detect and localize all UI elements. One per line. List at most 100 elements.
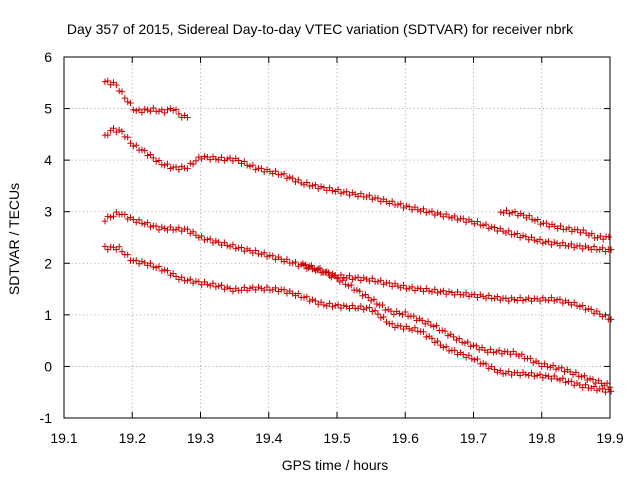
data-point: [295, 290, 302, 297]
data-point: [423, 333, 430, 341]
data-point: [135, 216, 143, 224]
data-point: [127, 140, 134, 147]
data-point: [241, 158, 248, 165]
data-point: [402, 308, 409, 316]
data-point: [342, 281, 349, 288]
data-point: [365, 294, 372, 301]
data-point: [542, 238, 549, 246]
data-point: [433, 322, 440, 329]
data-point: [130, 106, 137, 114]
data-point: [572, 369, 580, 376]
data-point: [283, 175, 291, 182]
data-point: [189, 228, 197, 235]
data-point: [252, 286, 259, 294]
data-point: [104, 213, 111, 220]
data-point: [482, 360, 490, 368]
data-point: [434, 209, 441, 217]
data-point: [115, 243, 123, 250]
data-point: [348, 281, 355, 289]
data-point: [241, 284, 248, 291]
data-point: [445, 288, 453, 295]
data-point: [430, 323, 437, 330]
data-point: [221, 157, 228, 164]
data-point: [593, 387, 601, 394]
data-point: [121, 94, 129, 102]
data-point: [578, 373, 585, 381]
data-point: [464, 338, 472, 346]
data-point: [164, 106, 171, 113]
data-point: [491, 224, 498, 231]
data-point: [184, 226, 191, 233]
data-point: [570, 244, 578, 251]
data-point: [518, 351, 526, 358]
data-point: [420, 288, 427, 295]
data-point: [206, 235, 214, 243]
data-point: [369, 308, 376, 315]
x-tick-label: 19.6: [392, 430, 419, 446]
data-point: [488, 363, 495, 370]
data-series: [101, 77, 615, 396]
data-point: [332, 272, 339, 279]
data-point: [204, 281, 211, 288]
data-point: [434, 289, 441, 297]
data-point: [477, 291, 484, 298]
data-point: [544, 363, 551, 370]
data-point: [580, 226, 587, 234]
data-point: [353, 286, 361, 294]
data-point: [380, 281, 387, 288]
x-tick-label: 19.5: [323, 430, 350, 446]
data-point: [158, 106, 166, 114]
data-point: [505, 297, 512, 305]
data-point: [390, 311, 398, 318]
data-point: [246, 163, 254, 170]
data-point: [104, 246, 111, 253]
data-point: [104, 131, 111, 139]
data-point: [161, 225, 168, 232]
data-point: [406, 285, 413, 292]
data-point: [309, 296, 316, 303]
data-point: [184, 165, 191, 172]
data-point: [484, 349, 491, 356]
data-point: [584, 376, 591, 384]
data-point: [507, 351, 514, 358]
data-point: [339, 277, 346, 284]
data-point: [539, 239, 547, 247]
data-point: [218, 154, 225, 161]
data-point: [101, 243, 109, 250]
data-point: [577, 229, 584, 236]
data-point: [528, 234, 535, 241]
data-point: [505, 227, 512, 235]
data-point: [374, 194, 382, 202]
data-point: [337, 190, 345, 197]
data-point: [212, 283, 220, 291]
data-point: [138, 109, 146, 116]
data-point: [526, 212, 533, 219]
data-point: [133, 257, 140, 264]
data-point: [574, 226, 581, 233]
data-point: [582, 242, 589, 250]
data-point: [328, 274, 335, 281]
data-point: [581, 372, 588, 379]
data-point: [357, 190, 365, 197]
data-point: [559, 375, 566, 382]
data-point: [545, 238, 552, 245]
data-point: [229, 241, 237, 248]
data-point: [425, 208, 433, 216]
data-point: [345, 282, 352, 290]
data-point: [487, 346, 494, 353]
data-point: [411, 203, 419, 211]
data-point: [198, 281, 205, 289]
data-point: [511, 208, 519, 215]
data-point: [178, 274, 185, 281]
data-point: [605, 233, 613, 241]
data-point: [110, 213, 117, 220]
data-point: [548, 375, 555, 383]
data-point: [437, 288, 444, 295]
data-point: [354, 274, 362, 281]
data-point: [164, 160, 171, 168]
data-point: [336, 278, 344, 286]
data-point: [289, 259, 296, 267]
data-point: [588, 385, 595, 392]
data-point: [155, 263, 163, 270]
data-point: [362, 291, 369, 298]
